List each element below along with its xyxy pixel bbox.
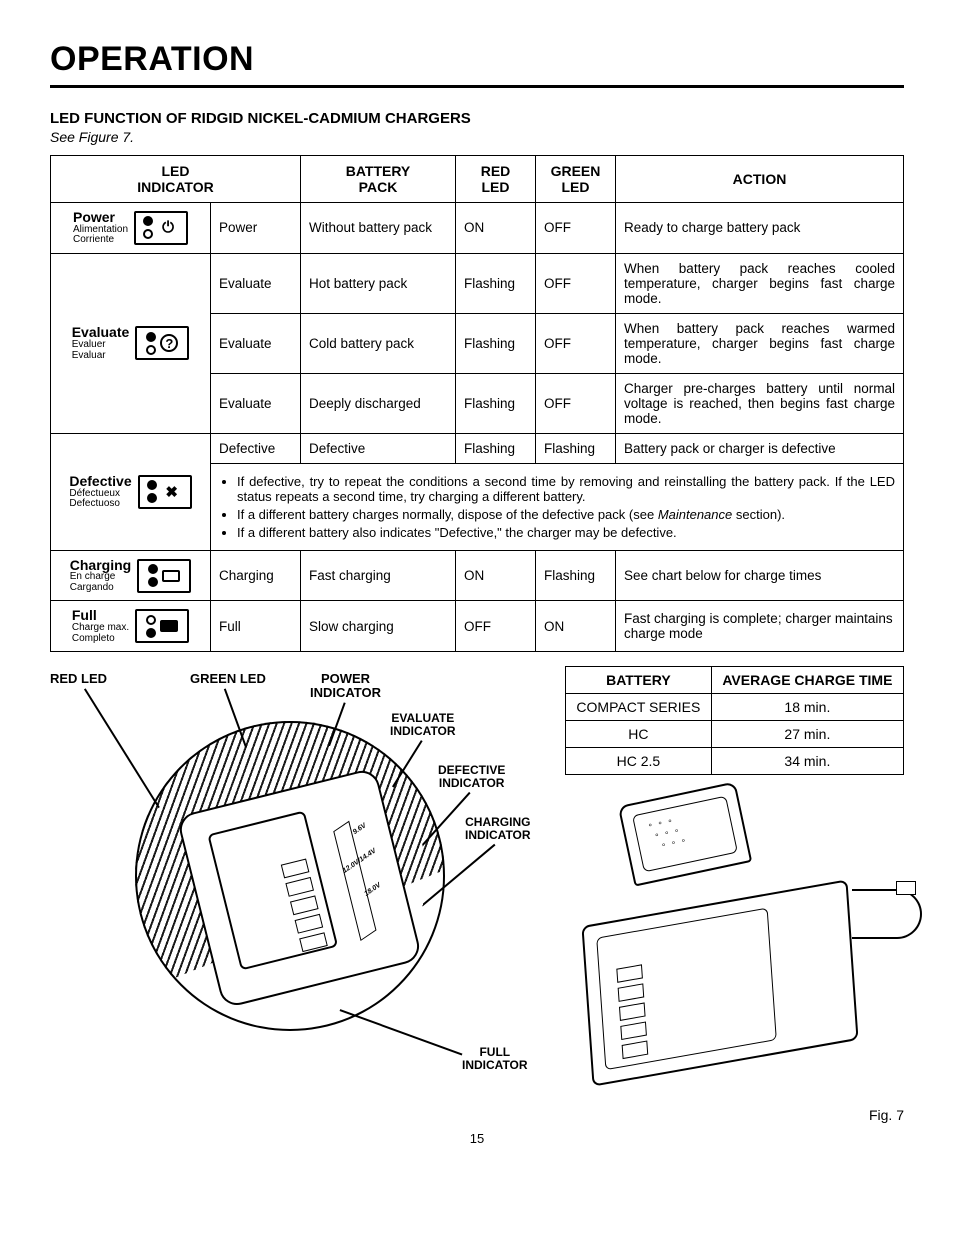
title-rule [50, 85, 904, 88]
th-led-indicator: LED INDICATOR [51, 156, 301, 203]
table-row: Charging En charge Cargando Charging Fas… [51, 550, 904, 601]
icon-label-tertiary: Defectuoso [69, 499, 131, 510]
icon-label-tertiary: Corriente [73, 235, 128, 246]
power-icon: ⏻ [134, 211, 188, 245]
cell-red: Flashing [456, 313, 536, 373]
callout-full: FULL INDICATOR [462, 1046, 528, 1071]
cell-status: Full [211, 601, 301, 652]
charging-icon [137, 559, 191, 593]
figure-caption: Fig. 7 [565, 1107, 904, 1123]
cell: 34 min. [711, 748, 903, 775]
cell-red: Flashing [456, 373, 536, 433]
section-heading: LED FUNCTION OF RIDGID NICKEL-CADMIUM CH… [50, 110, 904, 127]
cell-action: Ready to charge battery pack [616, 203, 904, 254]
cell-status: Defective [211, 433, 301, 463]
th-battery-pack: BATTERY PACK [301, 156, 456, 203]
icon-label-primary: Full [72, 608, 129, 623]
icon-label-secondary: Evaluer [72, 340, 130, 351]
battery-charger-illustration: ° ° ° ° ° ° ° ° ° [565, 793, 904, 1103]
cell-action: Charger pre-charges battery until normal… [616, 373, 904, 433]
table-row: HC 2.534 min. [566, 748, 904, 775]
cell-pack: Slow charging [301, 601, 456, 652]
icon-label-primary: Charging [70, 558, 131, 573]
cell-action: Battery pack or charger is defective [616, 433, 904, 463]
cell-status: Evaluate [211, 253, 301, 313]
voltage-label: 9.6V [352, 822, 368, 836]
defective-icon: ✖ [138, 475, 192, 509]
page-number: 15 [50, 1131, 904, 1146]
cell-pack: Fast charging [301, 550, 456, 601]
cell-green: OFF [536, 313, 616, 373]
table-row: Defective Défectueux Defectuoso ✖ Defect… [51, 433, 904, 463]
voltage-label: 18.0V [363, 882, 382, 898]
page-title: OPERATION [50, 40, 904, 79]
charge-time-table: BATTERY AVERAGE CHARGE TIME COMPACT SERI… [565, 666, 904, 775]
callout-power: POWER INDICATOR [310, 672, 381, 699]
cell-red: Flashing [456, 253, 536, 313]
th-battery: BATTERY [566, 667, 712, 694]
callout-red-led: RED LED [50, 672, 107, 686]
charger-diagram: RED LED GREEN LED POWER INDICATOR EVALUA… [50, 666, 545, 1096]
cell-pack: Defective [301, 433, 456, 463]
cell: HC 2.5 [566, 748, 712, 775]
icon-label-tertiary: Cargando [70, 583, 131, 594]
callout-green-led: GREEN LED [190, 672, 266, 686]
full-icon [135, 609, 189, 643]
note-item: If defective, try to repeat the conditio… [237, 474, 895, 504]
cell-green: OFF [536, 373, 616, 433]
callout-defective: DEFECTIVE INDICATOR [438, 764, 505, 789]
th-red-led: RED LED [456, 156, 536, 203]
cell-pack: Cold battery pack [301, 313, 456, 373]
cell-green: OFF [536, 203, 616, 254]
table-row: Evaluate Evaluer Evaluar ? Evaluate Hot … [51, 253, 904, 313]
note-item: If a different battery also indicates "D… [237, 525, 895, 540]
cell: HC [566, 721, 712, 748]
note-item: If a different battery charges normally,… [237, 507, 895, 522]
table-row: COMPACT SERIES18 min. [566, 694, 904, 721]
cell: COMPACT SERIES [566, 694, 712, 721]
cell-red: OFF [456, 601, 536, 652]
icon-label-primary: Evaluate [72, 325, 130, 340]
cell-action: Fast charging is complete; charger maint… [616, 601, 904, 652]
table-row: HC27 min. [566, 721, 904, 748]
th-time: AVERAGE CHARGE TIME [711, 667, 903, 694]
table-row: Power Alimentation Corriente ⏻ Power Wit… [51, 203, 904, 254]
cell-status: Power [211, 203, 301, 254]
cell-green: OFF [536, 253, 616, 313]
led-function-table: LED INDICATOR BATTERY PACK RED LED GREEN… [50, 155, 904, 652]
cell-red: ON [456, 203, 536, 254]
icon-label-tertiary: Completo [72, 634, 129, 645]
cell-action: When battery pack reaches cooled tempera… [616, 253, 904, 313]
cell-status: Evaluate [211, 373, 301, 433]
evaluate-icon: ? [135, 326, 189, 360]
cell-green: ON [536, 601, 616, 652]
cell-red: Flashing [456, 433, 536, 463]
cell-action: See chart below for charge times [616, 550, 904, 601]
icon-label-primary: Power [73, 210, 128, 225]
cell-pack: Without battery pack [301, 203, 456, 254]
cell: 27 min. [711, 721, 903, 748]
cell-status: Evaluate [211, 313, 301, 373]
cell-pack: Deeply discharged [301, 373, 456, 433]
cell: 18 min. [711, 694, 903, 721]
defective-notes: If defective, try to repeat the conditio… [211, 463, 904, 550]
table-row: Full Charge max. Completo Full Slow char… [51, 601, 904, 652]
icon-label-primary: Defective [69, 474, 131, 489]
th-action: ACTION [616, 156, 904, 203]
cell-red: ON [456, 550, 536, 601]
cell-green: Flashing [536, 550, 616, 601]
th-green-led: GREEN LED [536, 156, 616, 203]
cell-green: Flashing [536, 433, 616, 463]
cell-status: Charging [211, 550, 301, 601]
figure-reference: See Figure 7. [50, 129, 904, 145]
icon-label-tertiary: Evaluar [72, 351, 130, 362]
callout-charging: CHARGING INDICATOR [465, 816, 531, 841]
cell-pack: Hot battery pack [301, 253, 456, 313]
icon-label-secondary: Charge max. [72, 623, 129, 634]
cell-action: When battery pack reaches warmed tempera… [616, 313, 904, 373]
